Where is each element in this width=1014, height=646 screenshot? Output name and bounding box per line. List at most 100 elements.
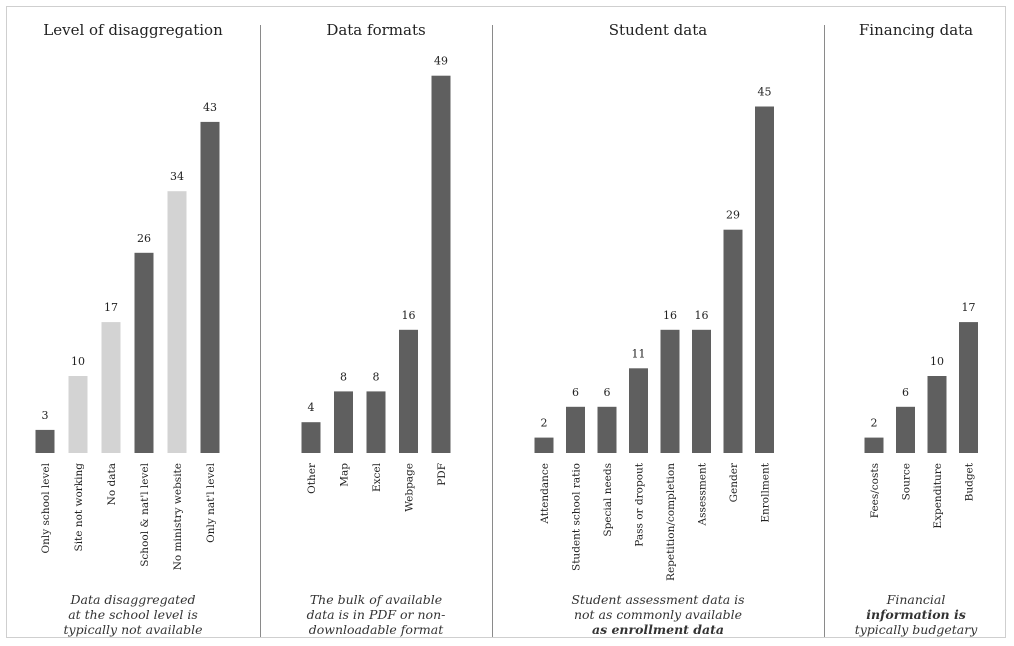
bar-map — [334, 391, 353, 453]
bar-only-nat-l-level — [200, 121, 220, 454]
panel-title: Financing data — [858, 21, 974, 39]
panel-caption: Student assessment data is not as commonl… — [493, 592, 823, 637]
bar-no-ministry-website — [167, 191, 187, 453]
panel-financing-data: Financing data 2 Fees/costs 6 Source 10 Expen… — [825, 7, 1007, 639]
bar-student-school-ratio — [566, 406, 585, 453]
bar-school-nat-l-level — [134, 252, 154, 453]
data-label: 2 — [871, 417, 878, 430]
bar-other — [301, 422, 321, 453]
panel-divider — [824, 25, 825, 637]
data-label: 8 — [373, 370, 380, 383]
data-label: 26 — [137, 232, 151, 245]
tick-label: Special needs — [602, 463, 614, 537]
tick-label: Student school ratio — [571, 463, 583, 571]
bar-chart-financing-data: 2 Fees/costs 6 Source 10 Expenditure 17 Budget — [864, 301, 978, 529]
tick-label: Source — [901, 463, 913, 500]
bar-expenditure — [927, 376, 947, 453]
data-label: 6 — [902, 386, 909, 399]
data-label: 29 — [726, 209, 740, 222]
tick-label: Fees/costs — [869, 463, 881, 518]
panel-title: Data formats — [326, 21, 426, 39]
chart-frame: Level of disaggregation 3 Only school lev… — [6, 6, 1006, 638]
data-label: 17 — [962, 301, 976, 314]
panel-student-data: Student data 2 Attendance 6 Student school … — [493, 7, 823, 639]
bar-special-needs — [597, 406, 617, 453]
bar-chart-data-formats: 4 Other 8 Map 8 Excel 16 Webpage 49 PDF — [301, 55, 451, 512]
tick-label: Budget — [964, 462, 976, 501]
tick-label: Only nat'l level — [205, 462, 217, 543]
caption-line: data is in PDF or non- — [306, 607, 446, 622]
data-label: 16 — [402, 309, 416, 322]
tick-label: Other — [306, 462, 318, 494]
tick-label: School & nat'l level — [139, 462, 151, 566]
data-label: 3 — [42, 409, 49, 422]
data-label: 49 — [434, 55, 448, 68]
bar-enrollment — [755, 106, 774, 453]
caption-line: Student assessment data is — [571, 592, 745, 607]
data-label: 4 — [308, 401, 315, 414]
tick-label: No data — [106, 463, 118, 505]
data-label: 10 — [71, 355, 85, 368]
caption-line: as enrollment data — [591, 622, 725, 637]
tick-label: Pass or dropout — [634, 462, 646, 547]
bar-budget — [959, 322, 978, 453]
data-label: 10 — [930, 355, 944, 368]
data-label: 16 — [695, 309, 709, 322]
data-label: 6 — [572, 386, 579, 399]
caption-line: The bulk of available — [309, 592, 443, 607]
panel-divider — [260, 25, 261, 637]
caption-line: downloadable format — [308, 622, 444, 637]
data-label: 11 — [632, 347, 646, 360]
bar-webpage — [399, 329, 418, 453]
data-label: 17 — [104, 301, 118, 314]
caption-line: typically budgetary — [854, 622, 978, 637]
bar-no-data — [101, 322, 121, 453]
tick-label: Assessment — [697, 462, 709, 526]
bar-excel — [366, 391, 386, 453]
bar-repetition-completion — [660, 329, 680, 453]
bar-source — [896, 406, 915, 453]
panel-caption: The bulk of available data is in PDF or n… — [261, 592, 491, 637]
tick-label: Site not working — [73, 463, 85, 552]
panel-caption: Data disaggregated at the school level is… — [7, 592, 259, 637]
caption-line: typically not available — [63, 622, 203, 637]
bar-site-not-working — [68, 376, 88, 453]
caption-line: information is — [866, 607, 966, 622]
bar-chart-level-of-disaggregation: 3 Only school level 10 Site not working 17 No… — [35, 101, 220, 570]
bar-chart-student-data: 2 Attendance 6 Student school ratio 6 Special… — [534, 86, 774, 581]
caption-line: Financial — [886, 592, 946, 607]
bar-fees-costs — [864, 437, 884, 453]
tick-label: No ministry website — [172, 463, 184, 570]
bar-pass-or-dropout — [629, 368, 648, 453]
data-label: 2 — [541, 417, 548, 430]
tick-label: Expenditure — [932, 463, 944, 529]
tick-label: Map — [339, 463, 351, 487]
caption-line: at the school level is — [68, 607, 198, 622]
tick-label: PDF — [436, 463, 448, 486]
caption-line: Data disaggregated — [70, 592, 196, 607]
tick-label: Repetition/completion — [665, 463, 677, 581]
panel-title: Student data — [608, 21, 708, 39]
panel-level-of-disaggregation: Level of disaggregation 3 Only school lev… — [7, 7, 259, 639]
tick-label: Gender — [728, 462, 740, 502]
tick-label: Webpage — [404, 463, 416, 512]
tick-label: Enrollment — [760, 462, 772, 522]
data-label: 16 — [663, 309, 677, 322]
bar-gender — [723, 229, 743, 453]
data-label: 34 — [170, 170, 184, 183]
panel-divider — [492, 25, 493, 637]
data-label: 45 — [758, 86, 772, 99]
bar-attendance — [534, 437, 554, 453]
panel-title: Level of disaggregation — [43, 21, 223, 39]
data-label: 43 — [203, 101, 217, 114]
data-label: 6 — [604, 386, 611, 399]
tick-label: Attendance — [539, 463, 551, 525]
tick-label: Only school level — [40, 462, 52, 553]
panel-caption: Financial information is typically budgeta… — [825, 592, 1007, 637]
data-label: 8 — [340, 370, 347, 383]
tick-label: Excel — [371, 462, 383, 492]
caption-line: not as commonly available — [573, 607, 743, 622]
bar-assessment — [692, 329, 711, 453]
bar-pdf — [431, 75, 451, 453]
bar-only-school-level — [35, 429, 55, 453]
